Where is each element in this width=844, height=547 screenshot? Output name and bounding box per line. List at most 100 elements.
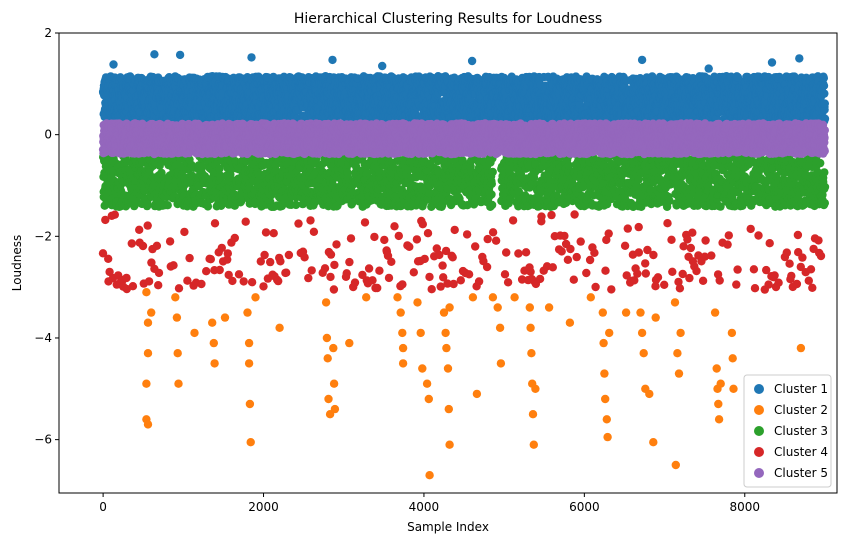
- cluster-2-point: [324, 394, 333, 404]
- cluster-2-point: [488, 293, 498, 302]
- cluster-2-point: [651, 313, 660, 322]
- cluster-1-point: [378, 61, 387, 71]
- cluster-2-point: [445, 440, 454, 449]
- cluster-1-point: [795, 54, 804, 63]
- cluster-2-point: [398, 328, 407, 338]
- cluster-2-point: [472, 389, 482, 399]
- cluster-2-point: [531, 384, 540, 393]
- cluster-1-point: [175, 50, 185, 60]
- cluster-2-point: [393, 293, 402, 302]
- cluster-2-point: [208, 318, 217, 327]
- cluster-2-point: [601, 394, 610, 404]
- cluster-2-point: [649, 438, 658, 447]
- cluster-2-point: [495, 323, 505, 332]
- cluster-2-point: [565, 318, 575, 327]
- cluster-2-point: [345, 338, 354, 348]
- cluster-2-point: [416, 328, 425, 338]
- cluster-2-point: [468, 293, 478, 302]
- cluster-1-point: [467, 56, 477, 66]
- cluster-2-point: [670, 298, 680, 307]
- cluster-2-point: [245, 399, 255, 409]
- cluster-2-point: [275, 323, 284, 332]
- cluster-3-point: [143, 199, 152, 209]
- cluster-1-point: [819, 73, 828, 83]
- cluster-2-point: [728, 354, 737, 363]
- cluster-1-point: [704, 64, 713, 73]
- cluster-2-point: [637, 328, 647, 338]
- cluster-2-point: [714, 399, 723, 409]
- cluster-2-point: [246, 438, 255, 447]
- cluster-2-point: [714, 415, 724, 424]
- cluster-3-point: [163, 201, 172, 210]
- cluster-2-point: [244, 359, 254, 368]
- points-layer: [98, 50, 830, 480]
- cluster-2-point: [362, 293, 371, 302]
- cluster-2-point: [645, 389, 654, 399]
- cluster-2-point: [142, 379, 151, 388]
- cluster-2-point: [143, 318, 153, 327]
- cluster-2-point: [329, 379, 339, 388]
- cluster-2-point: [244, 338, 254, 348]
- cluster-2-point: [673, 349, 682, 358]
- cluster-2-point: [603, 432, 612, 442]
- cluster-2-point: [243, 308, 252, 317]
- cluster-2-point: [496, 359, 506, 368]
- cluster-2-point: [796, 343, 806, 353]
- cluster-2-point: [674, 369, 684, 378]
- cluster-2-point: [621, 308, 631, 317]
- cluster-2-point: [636, 308, 645, 317]
- cluster-2-point: [441, 328, 450, 338]
- cluster-2-point: [190, 328, 199, 338]
- cluster-1-point: [150, 50, 159, 59]
- cluster-2-point: [676, 328, 685, 338]
- cluster-2-point: [209, 338, 218, 348]
- cluster-2-point: [442, 343, 451, 353]
- cluster-2-point: [712, 364, 721, 373]
- cluster-2-point: [143, 349, 153, 358]
- cluster-1-point: [247, 53, 256, 62]
- cluster-2-point: [142, 288, 151, 297]
- cluster-2-point: [425, 471, 434, 480]
- cluster-2-point: [418, 364, 427, 373]
- cluster-2-point: [172, 313, 182, 322]
- cluster-2-point: [605, 328, 614, 338]
- cluster-1-point: [109, 60, 118, 69]
- cluster-2-point: [445, 303, 454, 312]
- cluster-2-point: [727, 328, 737, 338]
- cluster-2-point: [171, 293, 180, 302]
- cluster-2-point: [329, 343, 338, 353]
- cluster-2-point: [598, 308, 607, 317]
- cluster-2-point: [143, 420, 153, 429]
- cluster-2-point: [529, 440, 538, 449]
- cluster-2-point: [671, 460, 680, 470]
- cluster-1-point: [637, 55, 647, 65]
- cluster-1-point: [767, 58, 777, 67]
- cluster-2-point: [710, 308, 720, 317]
- cluster-2-point: [251, 293, 260, 302]
- cluster-2-point: [444, 404, 453, 414]
- cluster-2-point: [174, 379, 183, 388]
- cluster-2-point: [220, 313, 230, 322]
- cluster-2-point: [422, 379, 432, 388]
- cluster-2-point: [525, 303, 534, 312]
- cluster-2-point: [147, 308, 156, 317]
- cluster-2-point: [544, 303, 554, 312]
- cluster-2-point: [413, 298, 422, 307]
- cluster-1-point: [328, 55, 337, 65]
- cluster-2-point: [716, 379, 725, 388]
- cluster-2-point: [586, 293, 595, 302]
- cluster-2-point: [398, 359, 408, 368]
- cluster-2-point: [527, 349, 536, 358]
- cluster-2-point: [510, 293, 519, 302]
- cluster-2-point: [599, 338, 608, 348]
- chart-title: Hierarchical Clustering Results for Loud…: [294, 11, 602, 27]
- cluster-2-point: [173, 349, 182, 358]
- cluster-2-point: [398, 343, 408, 353]
- cluster-2-point: [528, 410, 538, 419]
- cluster-1-point: [820, 99, 829, 108]
- cluster-1-point: [819, 81, 829, 90]
- cluster-2-point: [330, 404, 340, 414]
- cluster-1-point: [820, 89, 829, 98]
- cluster-2-point: [396, 308, 405, 317]
